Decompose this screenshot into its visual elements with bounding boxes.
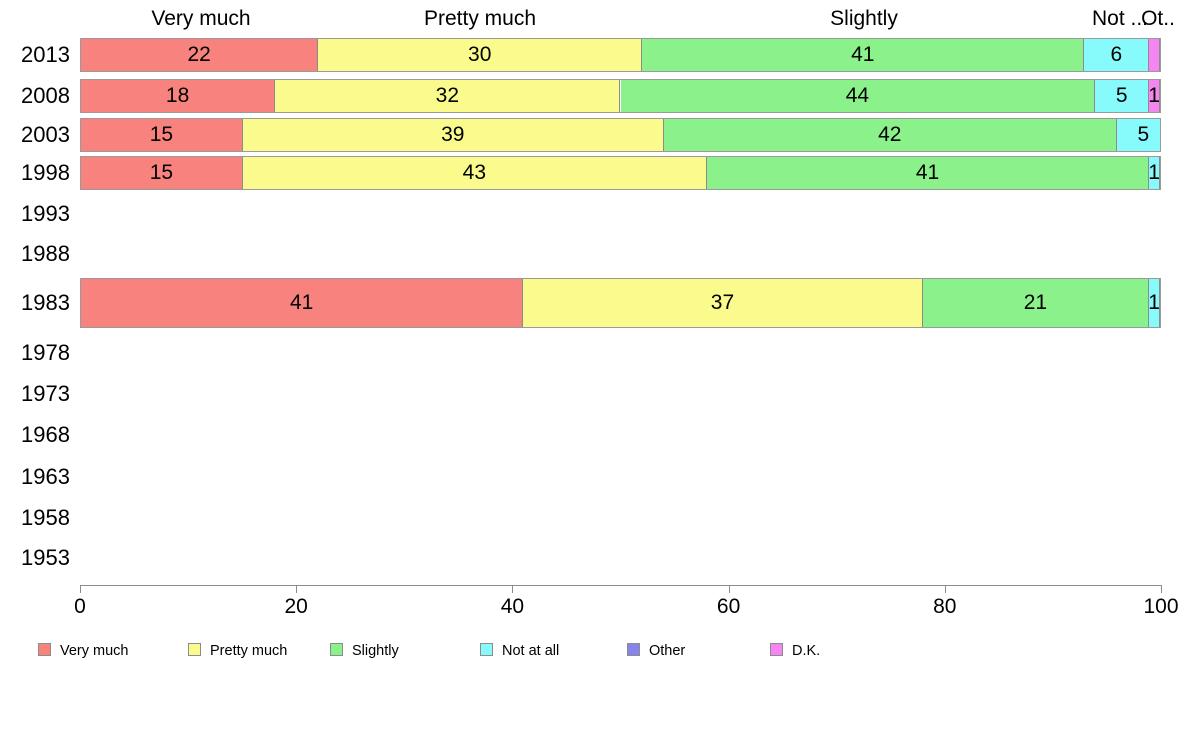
x-axis-tick-label: 80 (933, 595, 957, 618)
bar-segment: 1 (1148, 157, 1160, 189)
x-axis-tick-label: 60 (716, 595, 741, 618)
bar-segment-label: 44 (845, 84, 870, 107)
bar-row: 15 43 41 1 (80, 156, 1161, 190)
bar-segment: 21 (922, 279, 1150, 327)
x-axis-tick (80, 585, 81, 593)
bar-segment: 15 (81, 157, 243, 189)
bar-segment-label: 1 (1148, 161, 1160, 184)
bar-segment-label: 43 (462, 161, 486, 184)
legend-label: Very much (60, 643, 129, 659)
bar-segment-label: 15 (149, 123, 174, 146)
bar-segment: 44 (620, 80, 1096, 112)
column-header: Slightly (830, 7, 898, 30)
legend-swatch (770, 643, 783, 656)
bar-segment-label: 15 (149, 161, 174, 184)
bar-segment: 15 (81, 119, 243, 151)
bar-segment: 5 (1116, 119, 1160, 151)
bar-segment-label: 30 (468, 43, 492, 66)
bar-row: 22 30 41 6 (80, 38, 1161, 72)
bar-segment-label: 39 (441, 123, 465, 146)
bar-segment-label: 1 (1148, 84, 1160, 107)
legend-label: Slightly (352, 643, 399, 659)
bar-segment: 41 (81, 279, 524, 327)
bar-segment-label: 6 (1110, 43, 1123, 66)
bar-segment-label: 18 (165, 84, 190, 107)
year-axis-label: 1983 (21, 290, 70, 315)
legend-label: Not at all (502, 643, 560, 659)
column-header: Very much (151, 7, 251, 30)
legend-label: D.K. (792, 643, 821, 659)
bar-segment: 37 (523, 279, 923, 327)
bar-segment: 1 (1148, 279, 1160, 327)
x-axis-tick (944, 585, 946, 593)
x-axis-tick-label: 20 (284, 595, 308, 618)
bar-segment: 22 (81, 39, 319, 71)
legend-swatch (38, 643, 51, 656)
bar-segment: 18 (81, 80, 276, 112)
year-axis-label: 1998 (21, 160, 70, 185)
bar-segment: 30 (318, 39, 643, 71)
year-axis-label: 1968 (21, 422, 70, 447)
column-header: Pretty much (423, 7, 537, 30)
year-axis-label: 2013 (21, 42, 70, 67)
bar-segment: 6 (1084, 39, 1150, 71)
bar-segment-label: 22 (187, 43, 211, 66)
column-header: Not ... (1091, 7, 1149, 30)
year-axis-label: 2008 (21, 83, 70, 108)
x-axis-tick-label: 40 (500, 595, 525, 618)
year-axis-label: 1973 (21, 381, 70, 406)
bar-segment-label: 5 (1137, 123, 1150, 146)
year-axis-label: 1958 (21, 505, 70, 530)
bar-segment: 32 (275, 80, 621, 112)
year-axis-label: 1953 (21, 545, 70, 570)
x-axis-tick-label: 0 (74, 595, 86, 618)
year-axis-label: 1993 (21, 201, 70, 226)
year-axis-label: 1963 (21, 464, 70, 489)
year-axis-label: 1988 (21, 241, 70, 266)
x-axis-line (80, 585, 1162, 586)
bar-segment-label: 42 (878, 123, 902, 146)
bar-row: 18 32 44 5 1 (80, 79, 1161, 113)
x-axis-tick (296, 585, 298, 593)
legend-label: Other (649, 643, 686, 659)
bar-segment: 41 (706, 157, 1150, 189)
legend-swatch (480, 643, 493, 656)
x-axis-tick (728, 585, 730, 593)
year-axis-label: 2003 (21, 122, 70, 147)
legend-label: Pretty much (210, 643, 288, 659)
bar-segment: 41 (642, 39, 1085, 71)
legend-swatch (330, 643, 343, 656)
bar-row: 41 37 21 1 (80, 278, 1161, 328)
year-axis-label: 1978 (21, 340, 70, 365)
x-axis-tick (1161, 585, 1162, 593)
bar-segment: 43 (242, 157, 707, 189)
bar-segment: 1 (1148, 80, 1160, 112)
bar-segment: 42 (663, 119, 1117, 151)
column-header: Ot.. (1141, 7, 1175, 30)
chart-legend: Very much Pretty much Slightly Not at all Ot… (0, 638, 1188, 664)
bar-segment-label: 41 (290, 291, 314, 314)
bar-segment (1160, 279, 1161, 327)
bar-segment: 39 (242, 119, 664, 151)
legend-swatch (627, 643, 640, 656)
bar-segment-label: 32 (435, 84, 460, 107)
bar-segment-label: 5 (1115, 84, 1128, 107)
bar-row: 15 39 42 5 (80, 118, 1161, 152)
bar-segment-label: 41 (915, 161, 940, 184)
bar-segment (1149, 39, 1160, 71)
legend-swatch (188, 643, 201, 656)
bar-segment: 5 (1095, 80, 1150, 112)
bar-segment-label: 1 (1148, 291, 1160, 314)
bar-segment-label: 21 (1023, 291, 1048, 314)
x-axis-tick-label: 100 (1143, 595, 1179, 618)
x-axis-tick (512, 585, 514, 593)
bar-segment-label: 37 (710, 291, 735, 314)
bar-segment-label: 41 (851, 43, 875, 66)
